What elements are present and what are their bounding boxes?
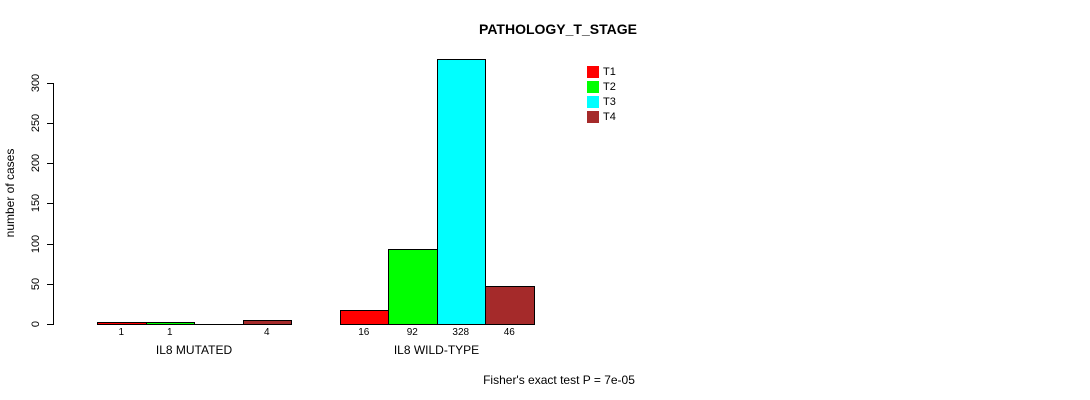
y-axis-tick-label: 150 xyxy=(30,194,42,213)
y-axis-tick-label: 200 xyxy=(30,153,42,173)
legend-label-t2: T2 xyxy=(603,81,616,93)
y-axis-tick xyxy=(47,122,53,124)
chart-title: PATHOLOGY_T_STAGE xyxy=(479,21,637,37)
legend-item-t2: T2 xyxy=(587,81,616,96)
y-axis-label: number of cases xyxy=(3,148,17,238)
bar-count-label: 92 xyxy=(406,327,418,338)
y-axis-tick xyxy=(47,203,53,205)
legend-label-t4: T4 xyxy=(603,111,616,123)
legend-item-t3: T3 xyxy=(587,96,616,111)
bar-t3-baseline xyxy=(194,324,244,325)
bar-count-label: 1 xyxy=(166,327,173,338)
bar-t4-wildtype xyxy=(485,285,535,325)
legend-swatch-t3 xyxy=(587,96,599,108)
bar-count-label: 16 xyxy=(358,327,370,338)
category-label-il8-wild-type: IL8 WILD-TYPE xyxy=(393,343,480,357)
legend-item-t4: T4 xyxy=(587,111,616,126)
bar-t3-wildtype xyxy=(436,58,486,325)
bar-t1-mutated xyxy=(97,322,147,325)
bar-t2-wildtype xyxy=(388,248,438,325)
bar-count-label: 1 xyxy=(118,327,125,338)
legend-swatch-t1 xyxy=(587,66,599,78)
y-axis-tick xyxy=(47,283,53,285)
legend-swatch-t2 xyxy=(587,81,599,93)
legend-swatch-t4 xyxy=(587,111,599,123)
y-axis-tick-label: 250 xyxy=(30,113,42,132)
y-axis-tick-label: 100 xyxy=(30,234,42,253)
legend: T1 T2 T3 T4 xyxy=(587,66,616,126)
y-axis-tick xyxy=(47,82,53,84)
legend-label-t1: T1 xyxy=(603,66,616,78)
y-axis-tick-label: 300 xyxy=(30,73,42,92)
y-axis-tick-label: 0 xyxy=(30,320,42,328)
bar-count-label: 46 xyxy=(503,327,515,338)
y-axis-line xyxy=(53,82,54,325)
y-axis-tick xyxy=(47,243,53,245)
bar-t2-mutated xyxy=(145,322,195,325)
fisher-test-annotation: Fisher's exact test P = 7e-05 xyxy=(483,373,635,387)
bar-t4-mutated xyxy=(242,319,292,325)
category-label-il8-mutated: IL8 MUTATED xyxy=(155,343,233,357)
legend-item-t1: T1 xyxy=(587,66,616,81)
y-axis-tick xyxy=(47,163,53,164)
bar-count-label: 328 xyxy=(452,327,470,338)
y-axis-tick xyxy=(47,324,53,325)
legend-label-t3: T3 xyxy=(603,96,616,108)
y-axis-tick-label: 50 xyxy=(30,277,42,290)
bar-t1-wildtype xyxy=(339,310,389,325)
bar-count-label: 4 xyxy=(263,327,270,338)
